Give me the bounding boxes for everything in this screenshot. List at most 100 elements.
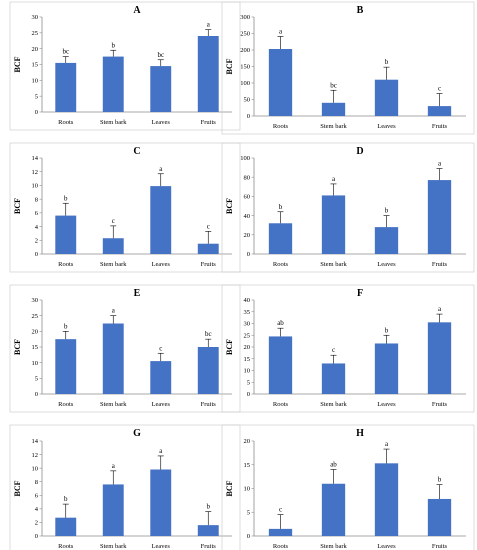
- panel-frame: [221, 424, 475, 550]
- y-tick-label: 0: [247, 533, 250, 540]
- y-tick-label: 10: [244, 368, 251, 375]
- significance-letter: ab: [330, 461, 337, 469]
- significance-letter: b: [64, 322, 68, 330]
- panel-title: C: [133, 146, 140, 157]
- y-tick-label: 30: [244, 321, 251, 328]
- y-tick-label: 250: [240, 31, 250, 38]
- bar: [427, 498, 452, 536]
- panel-g: G BCF 0 2 4 6 8 10 12 14 b Roots a Stem bark a Leaves b F…: [9, 424, 241, 550]
- y-axis-label: BCF: [225, 198, 234, 214]
- significance-letter: a: [438, 305, 442, 313]
- significance-letter: a: [159, 165, 163, 173]
- y-tick-label: 15: [32, 344, 39, 351]
- y-axis-label: BCF: [13, 198, 22, 214]
- y-tick-label: 6: [35, 492, 39, 499]
- y-axis-label: BCF: [13, 480, 22, 496]
- y-tick-label: 5: [247, 509, 250, 516]
- x-tick-label: Fruits: [201, 119, 217, 126]
- y-tick-label: 100: [240, 80, 250, 87]
- y-tick-label: 50: [244, 97, 251, 104]
- y-tick-label: 15: [244, 462, 251, 469]
- bar: [321, 195, 346, 254]
- y-tick-label: 80: [244, 174, 251, 181]
- panel-title: A: [133, 5, 141, 16]
- y-tick-label: 6: [35, 210, 39, 217]
- y-tick-label: 150: [240, 64, 250, 71]
- y-tick-label: 0: [247, 391, 250, 398]
- significance-letter: c: [332, 346, 335, 354]
- y-tick-label: 0: [247, 113, 250, 120]
- x-tick-label: Fruits: [432, 401, 448, 408]
- bar: [197, 36, 219, 112]
- panel-title: H: [356, 428, 364, 439]
- y-tick-label: 20: [244, 344, 251, 351]
- x-tick-label: Roots: [273, 261, 289, 268]
- bar: [150, 361, 172, 394]
- y-axis-label: BCF: [225, 58, 234, 74]
- y-axis-label: BCF: [13, 339, 22, 355]
- significance-letter: b: [64, 495, 68, 503]
- x-tick-label: Stem bark: [320, 261, 347, 268]
- y-tick-label: 14: [32, 438, 39, 445]
- significance-letter: b: [279, 203, 283, 211]
- y-tick-label: 200: [240, 47, 250, 54]
- significance-letter: c: [207, 222, 210, 230]
- bar: [197, 525, 219, 536]
- bar: [321, 363, 346, 394]
- y-tick-label: 12: [32, 452, 39, 459]
- x-tick-label: Fruits: [432, 543, 448, 550]
- y-tick-label: 2: [35, 520, 38, 527]
- bar: [55, 215, 77, 254]
- y-tick-label: 30: [32, 14, 39, 21]
- x-tick-label: Leaves: [152, 261, 171, 268]
- x-tick-label: Fruits: [201, 261, 217, 268]
- y-tick-label: 2: [35, 237, 38, 244]
- y-tick-label: 12: [32, 169, 39, 176]
- y-tick-label: 25: [32, 30, 39, 37]
- y-tick-label: 25: [244, 332, 251, 339]
- significance-letter: a: [112, 307, 116, 315]
- x-tick-label: Fruits: [432, 123, 448, 130]
- y-tick-label: 20: [32, 329, 39, 336]
- x-tick-label: Stem bark: [100, 119, 127, 126]
- bar: [197, 243, 219, 254]
- y-tick-label: 5: [35, 93, 38, 100]
- x-tick-label: Stem bark: [320, 401, 347, 408]
- panel-title: E: [134, 288, 141, 299]
- significance-letter: a: [385, 440, 389, 448]
- panel-frame: [9, 424, 241, 550]
- x-tick-label: Roots: [58, 261, 74, 268]
- bar: [321, 483, 346, 536]
- significance-letter: b: [64, 194, 68, 202]
- significance-letter: b: [385, 207, 389, 215]
- x-tick-label: Leaves: [377, 401, 396, 408]
- significance-letter: c: [112, 217, 115, 225]
- panel-d: D BCF 0 20 40 60 80 100 b Roots a Stem bark b Leaves a…: [221, 142, 475, 273]
- y-tick-label: 60: [244, 194, 251, 201]
- y-tick-label: 25: [32, 313, 39, 320]
- y-tick-label: 0: [35, 533, 38, 540]
- bar: [102, 484, 124, 536]
- y-tick-label: 30: [32, 297, 39, 304]
- y-tick-label: 10: [32, 183, 39, 190]
- panel-h: H BCF 0 5 10 15 20 c Roots ab Stem bark a Leaves b Fru…: [221, 424, 475, 550]
- panel-frame: [221, 142, 475, 273]
- x-tick-label: Roots: [58, 543, 74, 550]
- y-tick-label: 0: [35, 391, 38, 398]
- bar: [102, 323, 124, 394]
- x-tick-label: Fruits: [432, 261, 448, 268]
- significance-letter: c: [159, 344, 162, 352]
- panel-a: A BCF 0 5 10 15 20 25 30 bc Roots b Stem bark bc Leave…: [9, 1, 241, 131]
- significance-letter: b: [438, 476, 442, 484]
- bar: [268, 528, 293, 536]
- bar: [150, 186, 172, 254]
- bar: [374, 343, 399, 394]
- y-tick-label: 10: [32, 465, 39, 472]
- x-tick-label: Roots: [273, 123, 289, 130]
- panel-frame: [9, 284, 241, 413]
- bar: [268, 336, 293, 394]
- bar: [321, 102, 346, 116]
- significance-letter: a: [438, 160, 442, 168]
- bar: [427, 180, 452, 254]
